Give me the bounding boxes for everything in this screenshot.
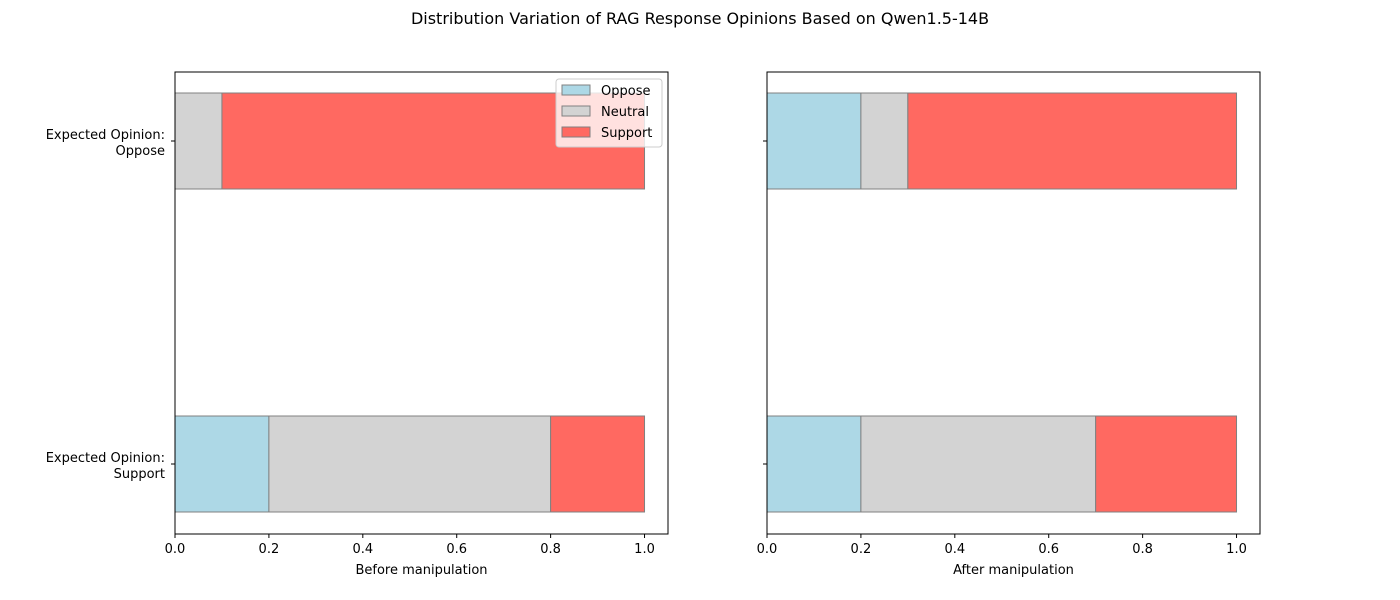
bar-neutral-0 [174,92,223,190]
x-tick-label: 0.4 [944,542,965,557]
x-tick-label: 0.2 [259,542,280,557]
x-tick-label: 0.2 [851,542,872,557]
x-tick-label: 0.8 [1132,542,1153,557]
x-tick-label: 0.0 [165,542,186,557]
bar-neutral-1 [860,415,1097,513]
x-tick-label: 0.6 [446,542,467,557]
axes-frame [174,71,669,535]
bar-oppose-1 [174,415,270,513]
bar-neutral-1 [268,415,552,513]
bar-support-1 [1095,415,1238,513]
x-tick-label: 0.6 [1038,542,1059,557]
y-tick-label: Expected Opinion: Oppose [46,128,165,159]
legend-swatch-neutral [561,105,591,117]
x-tick-label: 0.4 [352,542,373,557]
chart-panel-before: 0.0 0.2 0.4 0.6 0.8 1.0 Before manipulation Exp… [46,71,669,578]
legend-label-oppose: Oppose [601,84,650,99]
axes-frame [766,71,1261,535]
legend-label-support: Support [601,126,652,141]
x-tick-label: 1.0 [634,542,655,557]
x-axis-label: Before manipulation [355,563,487,578]
bar-oppose-0 [766,92,862,190]
bar-support-1 [550,415,646,513]
legend-swatch-oppose [561,84,591,96]
bar-oppose-1 [766,415,862,513]
x-tick-label: 0.8 [540,542,561,557]
legend-label-neutral: Neutral [601,105,649,120]
x-axis-label: After manipulation [953,563,1074,578]
figure-title: Distribution Variation of RAG Response O… [410,9,990,28]
legend-swatch-support [561,126,591,138]
x-tick-label: 0.0 [757,542,778,557]
bar-neutral-0 [860,92,909,190]
chart-panel-after: 0.0 0.2 0.4 0.6 0.8 1.0 After manipulation [757,71,1261,578]
bar-support-0 [907,92,1238,190]
legend: Oppose Neutral Support [555,78,663,148]
y-tick-label: Expected Opinion: Support [46,451,165,482]
x-tick-label: 1.0 [1226,542,1247,557]
